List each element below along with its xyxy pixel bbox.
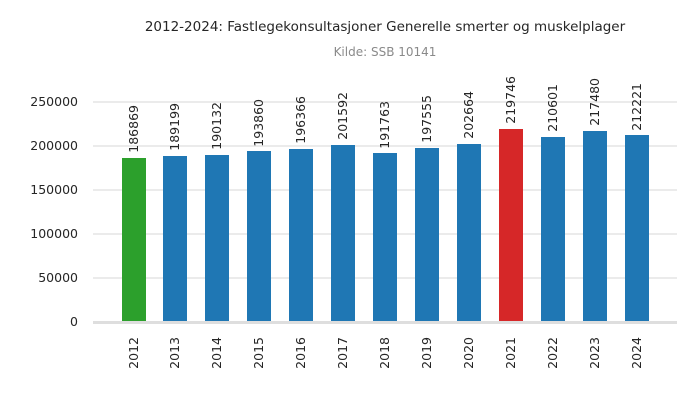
bar-2012	[121, 157, 146, 322]
bar-2023	[582, 130, 607, 322]
x-tick-label: 2015	[251, 337, 267, 369]
x-tick-label: 2018	[377, 337, 393, 369]
y-tick-label: 100000	[30, 226, 78, 241]
bar-value-label: 191763	[377, 100, 393, 149]
bar-2014	[205, 154, 230, 322]
bar-2013	[163, 155, 188, 322]
bar-value-label: 189199	[167, 102, 183, 151]
bar-2019	[414, 148, 439, 322]
bar-value-label: 212221	[628, 82, 644, 131]
y-tick-label: 50000	[38, 270, 78, 285]
bar-2020	[456, 143, 481, 322]
bar-2021	[498, 128, 523, 322]
x-tick-label: 2012	[125, 337, 141, 369]
bar-value-label: 196366	[293, 96, 309, 145]
plot-area: 186869 189199 190132 193860 196366 201592 1917…	[93, 76, 677, 322]
bar-value-label: 201592	[335, 91, 351, 140]
bar-value-label: 197555	[418, 95, 434, 144]
gridline	[93, 145, 677, 147]
bar-2022	[540, 136, 565, 322]
y-tick-label: 200000	[30, 138, 78, 153]
chart-subtitle: Kilde: SSB 10141	[333, 45, 437, 59]
bar-value-label: 186869	[125, 104, 141, 153]
x-tick-label: 2017	[335, 337, 351, 369]
x-tick-label: 2013	[167, 337, 183, 369]
bar-value-label: 210601	[544, 83, 560, 132]
x-tick-label: 2024	[628, 337, 644, 369]
bar-value-label: 217480	[586, 77, 602, 126]
x-tick-label: 2014	[209, 337, 225, 369]
bar-value-label: 190132	[209, 101, 225, 150]
bar-value-label: 202664	[460, 90, 476, 139]
gridline	[93, 101, 677, 103]
x-tick-label: 2023	[586, 337, 602, 369]
x-axis-line	[93, 321, 677, 324]
y-tick-label: 250000	[30, 94, 78, 109]
bar-2017	[331, 144, 356, 322]
y-tick-label: 150000	[30, 182, 78, 197]
chart-title: 2012-2024: Fastlegekonsultasjoner Genere…	[144, 19, 626, 35]
bar-2016	[289, 149, 314, 322]
bar-2018	[373, 153, 398, 322]
x-tick-label: 2020	[460, 337, 476, 369]
x-tick-label: 2022	[544, 337, 560, 369]
x-tick-label: 2016	[293, 337, 309, 369]
x-tick-label: 2021	[502, 337, 518, 369]
bar-2024	[624, 135, 649, 322]
x-tick-label: 2019	[418, 337, 434, 369]
bar-value-label: 193860	[251, 98, 267, 147]
bar-2015	[247, 151, 272, 322]
y-tick-label: 0	[70, 314, 78, 329]
bar-value-label: 219746	[502, 75, 518, 124]
